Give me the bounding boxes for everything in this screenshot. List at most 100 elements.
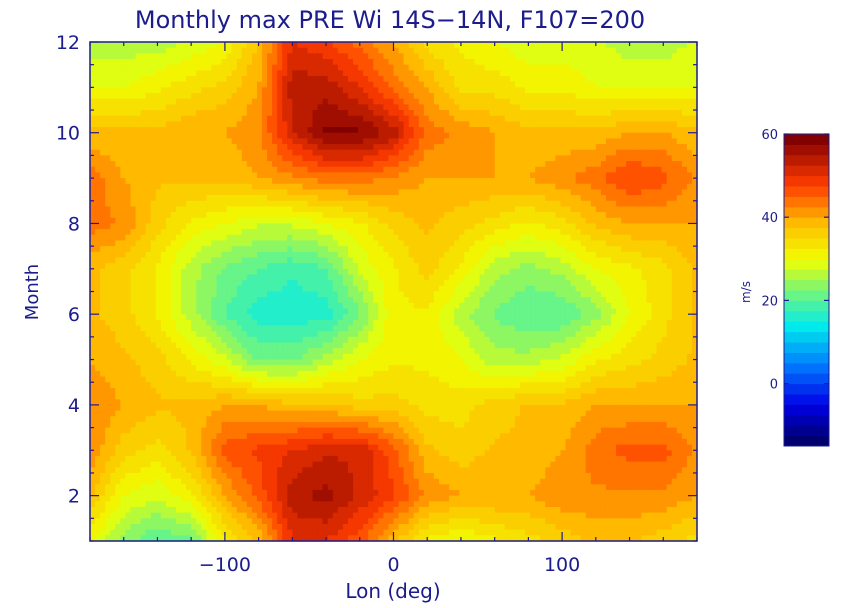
heatmap-cell — [418, 104, 425, 111]
heatmap-cell — [499, 42, 506, 49]
heatmap-cell — [499, 206, 506, 213]
heatmap-cell — [469, 195, 476, 202]
heatmap-cell — [616, 251, 622, 259]
heatmap-cell — [600, 178, 607, 185]
heatmap-cell — [595, 257, 602, 264]
heatmap-cell — [676, 127, 683, 134]
heatmap-cell — [454, 195, 460, 202]
heatmap-cell — [540, 47, 546, 54]
heatmap-cell — [393, 263, 400, 270]
heatmap-cell — [484, 121, 491, 128]
heatmap-cell — [560, 263, 567, 270]
heatmap-cell — [246, 234, 253, 242]
heatmap-cell — [135, 42, 142, 49]
heatmap-cell — [378, 268, 384, 276]
heatmap-cell — [277, 274, 283, 281]
heatmap-cell — [433, 200, 440, 208]
heatmap-cell — [155, 155, 162, 162]
heatmap-cell — [550, 268, 556, 276]
heatmap-cell — [236, 268, 243, 276]
heatmap-cell — [393, 64, 400, 71]
heatmap-cell — [150, 64, 157, 71]
heatmap-cell — [90, 42, 96, 49]
heatmap-cell — [388, 223, 395, 230]
heatmap-cell — [206, 42, 212, 49]
heatmap-cell — [337, 172, 344, 179]
heatmap-cell — [175, 59, 182, 66]
heatmap-cell — [196, 206, 202, 213]
heatmap-cell — [272, 87, 278, 94]
heatmap-cell — [433, 70, 440, 77]
heatmap-cell — [636, 223, 642, 230]
heatmap-cell — [272, 251, 278, 259]
heatmap-cell — [611, 183, 617, 191]
heatmap-cell — [605, 172, 612, 179]
heatmap-cell — [631, 93, 637, 100]
heatmap-cell — [408, 195, 415, 202]
heatmap-cell — [236, 93, 243, 100]
heatmap-cell — [590, 81, 597, 88]
heatmap-cell — [509, 127, 516, 134]
heatmap-cell — [241, 155, 248, 162]
heatmap-cell — [469, 200, 476, 208]
heatmap-cell — [408, 206, 415, 213]
heatmap-cell — [347, 149, 354, 157]
heatmap-cell — [216, 81, 223, 88]
heatmap-cell — [120, 98, 127, 105]
heatmap-cell — [358, 144, 364, 151]
heatmap-cell — [428, 93, 435, 100]
heatmap-cell — [383, 138, 390, 145]
heatmap-cell — [272, 268, 278, 276]
heatmap-cell — [267, 229, 273, 236]
heatmap-cell — [631, 59, 637, 66]
heatmap-cell — [186, 115, 192, 122]
heatmap-cell — [368, 229, 374, 236]
heatmap-cell — [605, 251, 612, 259]
heatmap-cell — [686, 42, 693, 49]
heatmap-cell — [509, 104, 516, 111]
heatmap-cell — [646, 110, 653, 117]
heatmap-cell — [469, 42, 476, 49]
heatmap-cell — [175, 70, 182, 77]
heatmap-cell — [165, 246, 172, 253]
heatmap-cell — [110, 81, 116, 88]
heatmap-cell — [110, 149, 116, 157]
heatmap-cell — [408, 229, 415, 236]
heatmap-cell — [317, 212, 324, 219]
heatmap-cell — [499, 138, 506, 145]
heatmap-cell — [525, 53, 531, 60]
heatmap-cell — [499, 115, 506, 122]
heatmap-cell — [378, 274, 384, 281]
heatmap-cell — [105, 274, 111, 281]
heatmap-cell — [165, 104, 172, 111]
heatmap-cell — [130, 251, 137, 259]
heatmap-cell — [256, 138, 263, 145]
heatmap-cell — [373, 234, 379, 242]
heatmap-cell — [530, 195, 536, 202]
heatmap-cell — [196, 98, 202, 105]
heatmap-cell — [383, 166, 390, 174]
heatmap-cell — [135, 178, 142, 185]
heatmap-cell — [646, 76, 653, 83]
heatmap-cell — [469, 121, 476, 128]
heatmap-cell — [489, 240, 496, 247]
heatmap-cell — [499, 263, 506, 270]
heatmap-cell — [191, 246, 197, 253]
heatmap-cell — [423, 251, 430, 259]
heatmap-cell — [439, 47, 445, 54]
heatmap-cell — [236, 217, 243, 225]
heatmap-cell — [231, 64, 238, 71]
heatmap-cell — [150, 263, 157, 270]
heatmap-cell — [681, 98, 688, 105]
heatmap-cell — [332, 149, 339, 157]
heatmap-cell — [626, 70, 632, 77]
heatmap-cell — [681, 121, 688, 128]
heatmap-cell — [686, 53, 693, 60]
heatmap-cell — [206, 155, 212, 162]
heatmap-cell — [282, 76, 288, 83]
heatmap-cell — [206, 53, 212, 60]
heatmap-cell — [332, 59, 339, 66]
heatmap-cell — [216, 87, 223, 94]
heatmap-cell — [327, 47, 334, 54]
heatmap-cell — [378, 53, 384, 60]
